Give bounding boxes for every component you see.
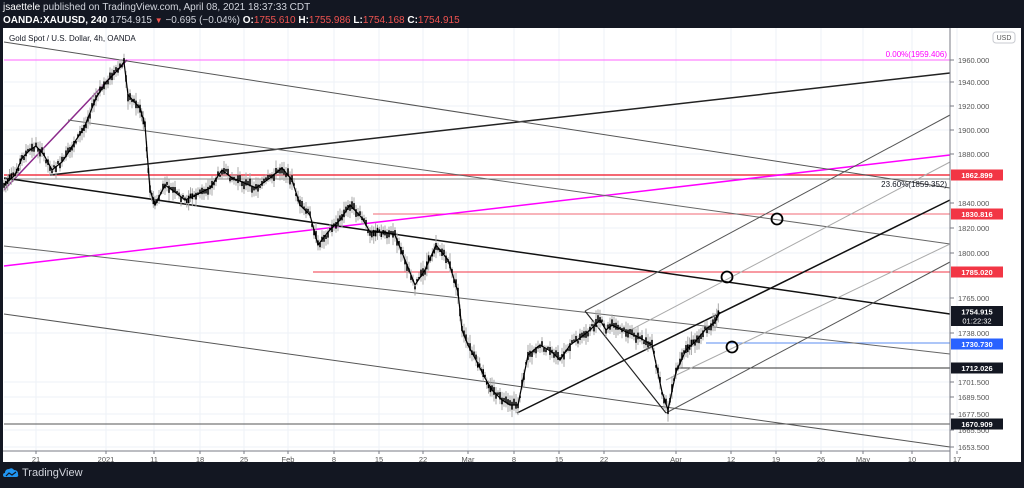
- currency-label: USD: [997, 35, 1012, 42]
- price-tick-label: 1840.000: [958, 199, 989, 208]
- upper-channel-line[interactable]: [3, 41, 951, 189]
- time-tick-label: 26: [817, 455, 825, 464]
- price-tick-label: 1960.000: [958, 56, 989, 65]
- low-label: L:: [353, 15, 363, 26]
- price-tick-label: 1689.500: [958, 393, 989, 402]
- price-change: −0.695 (−0.04%): [165, 15, 240, 26]
- time-axis[interactable]: 21 2021 11 18 25 Feb 8 15 22 Mar 8 15 22 Apr 12 19 26 May…: [3, 450, 961, 464]
- time-tick-label: 8: [332, 455, 336, 464]
- tradingview-logo[interactable]: TradingView: [3, 467, 83, 479]
- price-label-value: 1862.899: [961, 171, 992, 180]
- high-value: 1755.986: [308, 15, 351, 26]
- price-label-value: 1670.909: [961, 420, 992, 429]
- time-tick-label: 22: [419, 455, 427, 464]
- tradingview-brand: TradingView: [22, 467, 83, 479]
- down-arrow-icon: ▼: [154, 16, 163, 25]
- fib-0-annotation: 0.00%(1959.406): [886, 50, 948, 59]
- price-tick-label: 1940.000: [958, 78, 989, 87]
- drawings[interactable]: [3, 41, 951, 448]
- publisher-line: jsaettele published on TradingView.com, …: [3, 2, 310, 13]
- price-tick-label: 1653.500: [958, 443, 989, 452]
- time-tick-label: 8: [512, 455, 516, 464]
- open-label: O:: [242, 15, 254, 26]
- price-tick-label: 1701.500: [958, 378, 989, 387]
- open-value: 1755.610: [253, 15, 296, 26]
- symbol-line: OANDA:XAUUSD, 240 1754.915 ▼ −0.695 (−0.…: [3, 15, 460, 26]
- magenta-trendline[interactable]: [3, 154, 951, 267]
- lower-channel-line-1[interactable]: [3, 245, 951, 355]
- pitchfork-lower-tine-2[interactable]: [665, 261, 951, 414]
- price-label-badge: [951, 362, 1003, 374]
- price-tick-label: 1665.500: [958, 426, 989, 435]
- price-label-badge: [951, 266, 1003, 278]
- price-label-value: 1712.026: [961, 364, 992, 373]
- price-label-value: 1785.020: [961, 268, 992, 277]
- lower-channel-line-2[interactable]: [3, 313, 951, 448]
- target-circle-marker[interactable]: [770, 212, 784, 226]
- time-tick-label: Apr: [670, 455, 682, 464]
- last-price: 1754.915: [110, 15, 152, 26]
- price-tick-label: 1765.000: [958, 294, 989, 303]
- time-tick-label: 25: [240, 455, 248, 464]
- price-tick-label: 1880.000: [958, 150, 989, 159]
- time-tick-label: 15: [375, 455, 383, 464]
- high-label: H:: [298, 15, 309, 26]
- price-label-value: 1754.915: [961, 308, 992, 317]
- close-value: 1754.915: [417, 15, 460, 26]
- time-tick-label: 18: [196, 455, 204, 464]
- fib-23-6-annotation: 23.60%(1859.352): [881, 180, 947, 189]
- target-circles[interactable]: [720, 212, 784, 354]
- close-label: C:: [407, 15, 418, 26]
- pitchfork-median-tine[interactable]: [624, 161, 951, 334]
- price-label-badge: [951, 338, 1003, 350]
- footer-bar: [0, 462, 1024, 488]
- publish-header: jsaettele published on TradingView.com, …: [0, 0, 1024, 33]
- published-text: published on TradingView.com, April 08, …: [43, 2, 311, 13]
- pitchfork-upper-tine[interactable]: [584, 114, 951, 312]
- price-axis[interactable]: 1960.000 1940.000 1920.000 1900.000 1880.000…: [949, 28, 1016, 462]
- currency-badge[interactable]: [992, 31, 1016, 44]
- target-circle-marker[interactable]: [725, 340, 739, 354]
- time-tick-label: 15: [555, 455, 563, 464]
- price-label-value: 1730.730: [961, 340, 992, 349]
- grid: [4, 28, 958, 451]
- target-circle-marker[interactable]: [720, 270, 734, 284]
- time-tick-label: 12: [727, 455, 735, 464]
- price-label-badge: [951, 418, 1003, 430]
- price-label-badge: [951, 208, 1003, 220]
- tradingview-cloud-icon: [3, 468, 19, 477]
- time-tick-label: 17: [953, 455, 961, 464]
- countdown-timer: 01:22:32: [962, 317, 991, 326]
- chart-container[interactable]: [3, 28, 1021, 462]
- publisher-name[interactable]: jsaettele: [3, 2, 41, 13]
- price-tick-label: 1800.000: [958, 249, 989, 258]
- price-tick-label: 1820.000: [958, 224, 989, 233]
- rising-support-line[interactable]: [516, 199, 951, 414]
- candlesticks: [3, 53, 721, 422]
- median-channel-line[interactable]: [67, 119, 951, 245]
- price-label-badge: [951, 169, 1003, 181]
- low-value: 1754.168: [362, 15, 405, 26]
- price-tick-label: 1738.000: [958, 329, 989, 338]
- chart-title: Gold Spot / U.S. Dollar, 4h, OANDA: [9, 34, 136, 43]
- price-label-badge: [951, 306, 1003, 326]
- time-tick-label: Mar: [462, 455, 475, 464]
- pitchfork-lower-tine-1[interactable]: [665, 243, 951, 381]
- symbol: OANDA:XAUUSD, 240: [3, 15, 108, 26]
- price-tick-label: 1900.000: [958, 126, 989, 135]
- time-tick-label: 11: [150, 455, 158, 464]
- price-label-value: 1830.816: [961, 210, 992, 219]
- price-tick-label: 1920.000: [958, 102, 989, 111]
- time-tick-label: 22: [600, 455, 608, 464]
- rising-trendline[interactable]: [49, 72, 951, 176]
- main-descending-line[interactable]: [3, 177, 951, 315]
- time-tick-label: 10: [908, 455, 916, 464]
- time-tick-label: 2021: [98, 455, 115, 464]
- time-tick-label: 19: [772, 455, 780, 464]
- time-tick-label: Feb: [282, 455, 295, 464]
- time-tick-label: May: [856, 455, 870, 464]
- time-tick-label: 21: [32, 455, 40, 464]
- price-tick-label: 1677.500: [958, 410, 989, 419]
